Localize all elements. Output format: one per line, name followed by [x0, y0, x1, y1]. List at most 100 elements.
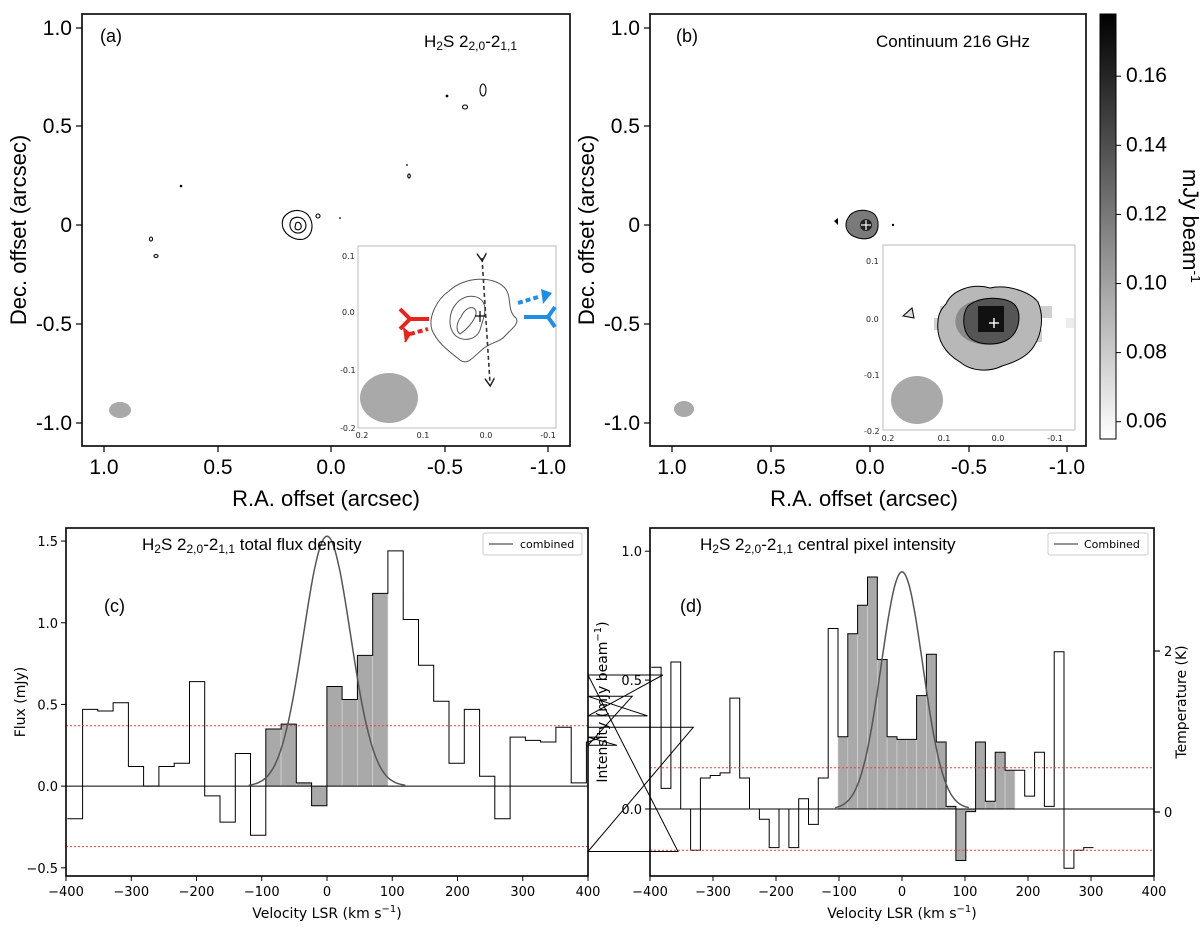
panel-a-contours	[148, 83, 487, 259]
panel-a-xtick: 0.5	[203, 456, 232, 479]
panel-a-xtick: 0.0	[316, 456, 345, 479]
panel-a-inset-ytick: -0.2	[340, 424, 356, 433]
panel-a-xtick: 1.0	[89, 456, 118, 479]
panel-c-legend-label: combined	[520, 538, 574, 551]
gaussian-fit	[248, 535, 406, 786]
spectrum-bar	[372, 593, 389, 787]
panel-a-ytick: -1.0	[36, 412, 72, 435]
y-tick-label: 0.0	[37, 780, 58, 795]
panel-a-ylabel: Dec. offset (arcsec)	[6, 135, 31, 325]
spectrum-bar	[926, 654, 937, 810]
y-tick-label: 1.5	[37, 535, 58, 550]
panel-d-chart: −400 −300 −200 −100 0 100 200 300 400 0.0 0.5 1.0	[621, 545, 1166, 900]
red-outflow	[398, 307, 429, 343]
y-tick-label: −0.5	[26, 862, 58, 877]
spectrum-bar	[326, 686, 343, 787]
inset-b-beam	[891, 376, 943, 424]
panel-d-ylabel-right: Temperature (K)	[1174, 645, 1190, 759]
panel-b-ytick: 0	[628, 214, 640, 237]
panel-b-ytick: -0.5	[604, 313, 640, 336]
panel-a-title: H2S 22,0-21,1	[424, 32, 517, 53]
spectrum-bar	[867, 576, 878, 810]
panel-c-chart: −400 −300 −200 −100 0 100 200 300 400 −0.5 0.0 0.5 1…	[26, 535, 695, 900]
x-tick-label: −200	[758, 885, 794, 900]
panel-a-ytick: 1.0	[43, 17, 72, 40]
colorbar-tick-label: 0.12	[1126, 202, 1167, 225]
panel-c: −400 −300 −200 −100 0 100 200 300 400 −0.5 0.0 0.5 1…	[13, 527, 695, 922]
panel-d-legend: Combined	[1047, 532, 1149, 556]
panel-d-frame	[649, 527, 1155, 877]
spectrum-bar	[916, 695, 927, 810]
panel-b-inset-xtick: 0.2	[882, 434, 895, 443]
panel-d-xlabel: Velocity LSR (km s−1)	[827, 904, 976, 922]
panel-c-ylabel: Flux (mJy)	[13, 667, 29, 738]
panel-b-xtick: 0.5	[756, 456, 785, 479]
spectrum-bar	[896, 739, 908, 810]
x-tick-label: 0	[323, 885, 331, 900]
spectrum-bar	[1004, 770, 1016, 810]
y-tick-label: 1.0	[37, 617, 58, 632]
panel-a-label: (a)	[100, 26, 122, 46]
panel-a-inset-ytick: 0.0	[342, 308, 355, 317]
panel-b-label: (b)	[676, 26, 698, 46]
panel-b-inset-xtick: 0.0	[992, 434, 1005, 443]
spectrum-bar	[906, 739, 917, 810]
x-tick-label: 200	[1016, 885, 1041, 900]
x-tick-label: −100	[821, 885, 857, 900]
spectrum-step	[651, 576, 1094, 869]
panel-a-xlabel: R.A. offset (arcsec)	[232, 486, 420, 511]
x-tick-label: 300	[510, 885, 535, 900]
x-tick-label: 100	[953, 885, 978, 900]
panel-a-inset-ytick: -0.1	[340, 366, 356, 375]
panel-b-inset-ytick: -0.1	[864, 371, 880, 380]
panel-d-ylabel: Intensity (mJy beam−1)	[593, 621, 611, 782]
panel-a-ytick: -0.5	[36, 313, 72, 336]
panel-b-inset: 0.2 0.1 0.0 -0.1 0.1 0.0 -0.1 -0.2	[864, 244, 1076, 443]
colorbar-tick-label: 0.06	[1126, 410, 1167, 433]
spectrum-bar	[994, 751, 1006, 810]
panel-a-inset-xtick: -0.1	[540, 431, 556, 440]
panel-a-inset-ytick: 0.1	[342, 252, 355, 261]
spectrum-step	[67, 550, 695, 852]
panel-d-title: H2S 22,0-21,1 central pixel intensity	[700, 535, 956, 556]
panel-b-xtick: 1.0	[657, 456, 686, 479]
y-tick-label: 1.0	[621, 545, 642, 560]
panel-b-ytick: 1.0	[611, 17, 640, 40]
panel-d-legend-label: Combined	[1084, 538, 1140, 551]
panel-c-frame	[65, 527, 589, 877]
x-tick-label: −300	[113, 885, 149, 900]
spectrum-bar	[985, 800, 996, 810]
spectrum-bar	[955, 808, 967, 861]
panel-b-inset-ytick: 0.0	[866, 315, 879, 324]
panel-a-frame	[81, 13, 571, 447]
panel-a: (a) H2S 22,0-21,1 1.0 0.5 0.0 -0.5 -1.0 …	[6, 13, 571, 511]
colorbar: 0.16 0.14 0.12 0.10 0.08 0.06 mJy beam-1	[1099, 13, 1200, 440]
colorbar-tick-label: 0.16	[1126, 64, 1167, 87]
panel-a-inset-xtick: 0.0	[480, 431, 493, 440]
panel-d-right-tick: 0	[1164, 806, 1172, 821]
gaussian-fit	[835, 570, 969, 809]
panel-b-inset-xtick: -0.1	[1047, 434, 1063, 443]
spectrum-bar	[975, 741, 986, 810]
panel-b-xtick: -0.5	[951, 456, 987, 479]
panel-a-xtick: -0.5	[427, 456, 463, 479]
spectrum-bar	[847, 633, 858, 810]
panel-b-continuum-map	[834, 209, 895, 240]
panel-b-inset-xtick: 0.1	[938, 434, 951, 443]
inset-a-beam	[360, 373, 418, 423]
panel-a-inset-xtick: 0.2	[356, 431, 369, 440]
panel-a-xticks: 1.0 0.5 0.0 -0.5 -1.0	[89, 446, 566, 479]
spectrum-bar	[837, 736, 849, 810]
panel-b-ylabel: Dec. offset (arcsec)	[574, 135, 599, 325]
panel-a-beam	[109, 402, 131, 418]
panel-b-yticks: 1.0 0.5 0 -0.5 -1.0	[604, 17, 650, 435]
blue-outflow	[517, 289, 557, 329]
x-tick-label: 100	[380, 885, 405, 900]
panel-c-title: H2S 22,0-21,1 total flux density	[142, 535, 362, 556]
panel-d-right-axis: 2 0 Temperature (K)	[1154, 645, 1190, 821]
colorbar-label: mJy beam-1	[1178, 169, 1200, 283]
colorbar-tick-label: 0.08	[1126, 341, 1167, 364]
spectrum-bar	[886, 736, 898, 810]
x-tick-label: 400	[1142, 885, 1167, 900]
